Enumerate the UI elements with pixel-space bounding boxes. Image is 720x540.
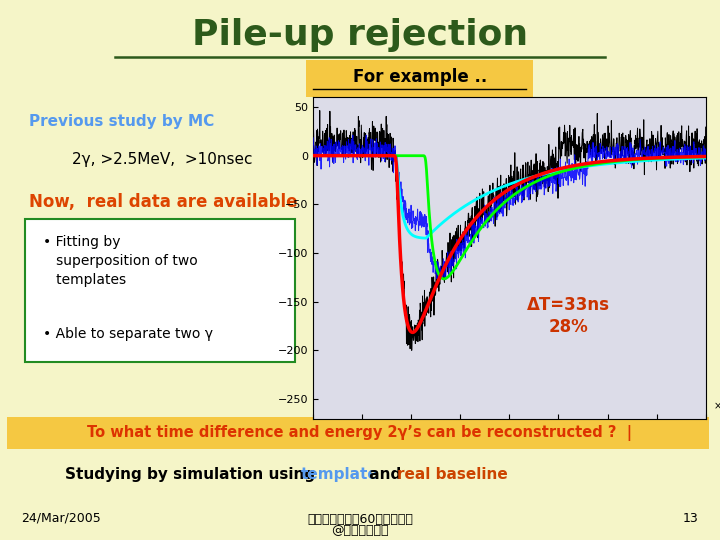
Text: • Fitting by
   superposition of two
   templates: • Fitting by superposition of two templa… — [43, 235, 198, 287]
Text: Previous study by MC: Previous study by MC — [29, 114, 214, 129]
Bar — [7, 417, 709, 449]
Text: ΔT=33ns
28%: ΔT=33ns 28% — [527, 295, 610, 336]
Text: Studying by simulation using: Studying by simulation using — [65, 467, 320, 482]
Text: real baseline: real baseline — [397, 467, 508, 482]
Text: and: and — [364, 467, 406, 482]
Text: • Able to separate two γ: • Able to separate two γ — [43, 327, 213, 341]
Text: template: template — [301, 467, 379, 482]
Text: For example ..: For example .. — [353, 68, 487, 86]
Bar — [306, 60, 533, 97]
Text: @東京理科大学: @東京理科大学 — [331, 524, 389, 537]
Text: $\times 10^{-6}$: $\times 10^{-6}$ — [714, 399, 720, 412]
Text: 2γ, >2.5MeV,  >10nsec: 2γ, >2.5MeV, >10nsec — [72, 152, 253, 167]
Text: 13: 13 — [683, 512, 698, 525]
Text: Pile-up rejection: Pile-up rejection — [192, 18, 528, 52]
Bar — [25, 219, 295, 362]
Text: 24/Mar/2005: 24/Mar/2005 — [22, 512, 102, 525]
Text: To what time difference and energy 2γ’s can be reconstructed ?  |: To what time difference and energy 2γ’s … — [87, 425, 633, 441]
Text: Now,  real data are available: Now, real data are available — [29, 193, 297, 212]
Text: 日本物理学会第60回年次大会: 日本物理学会第60回年次大会 — [307, 513, 413, 526]
